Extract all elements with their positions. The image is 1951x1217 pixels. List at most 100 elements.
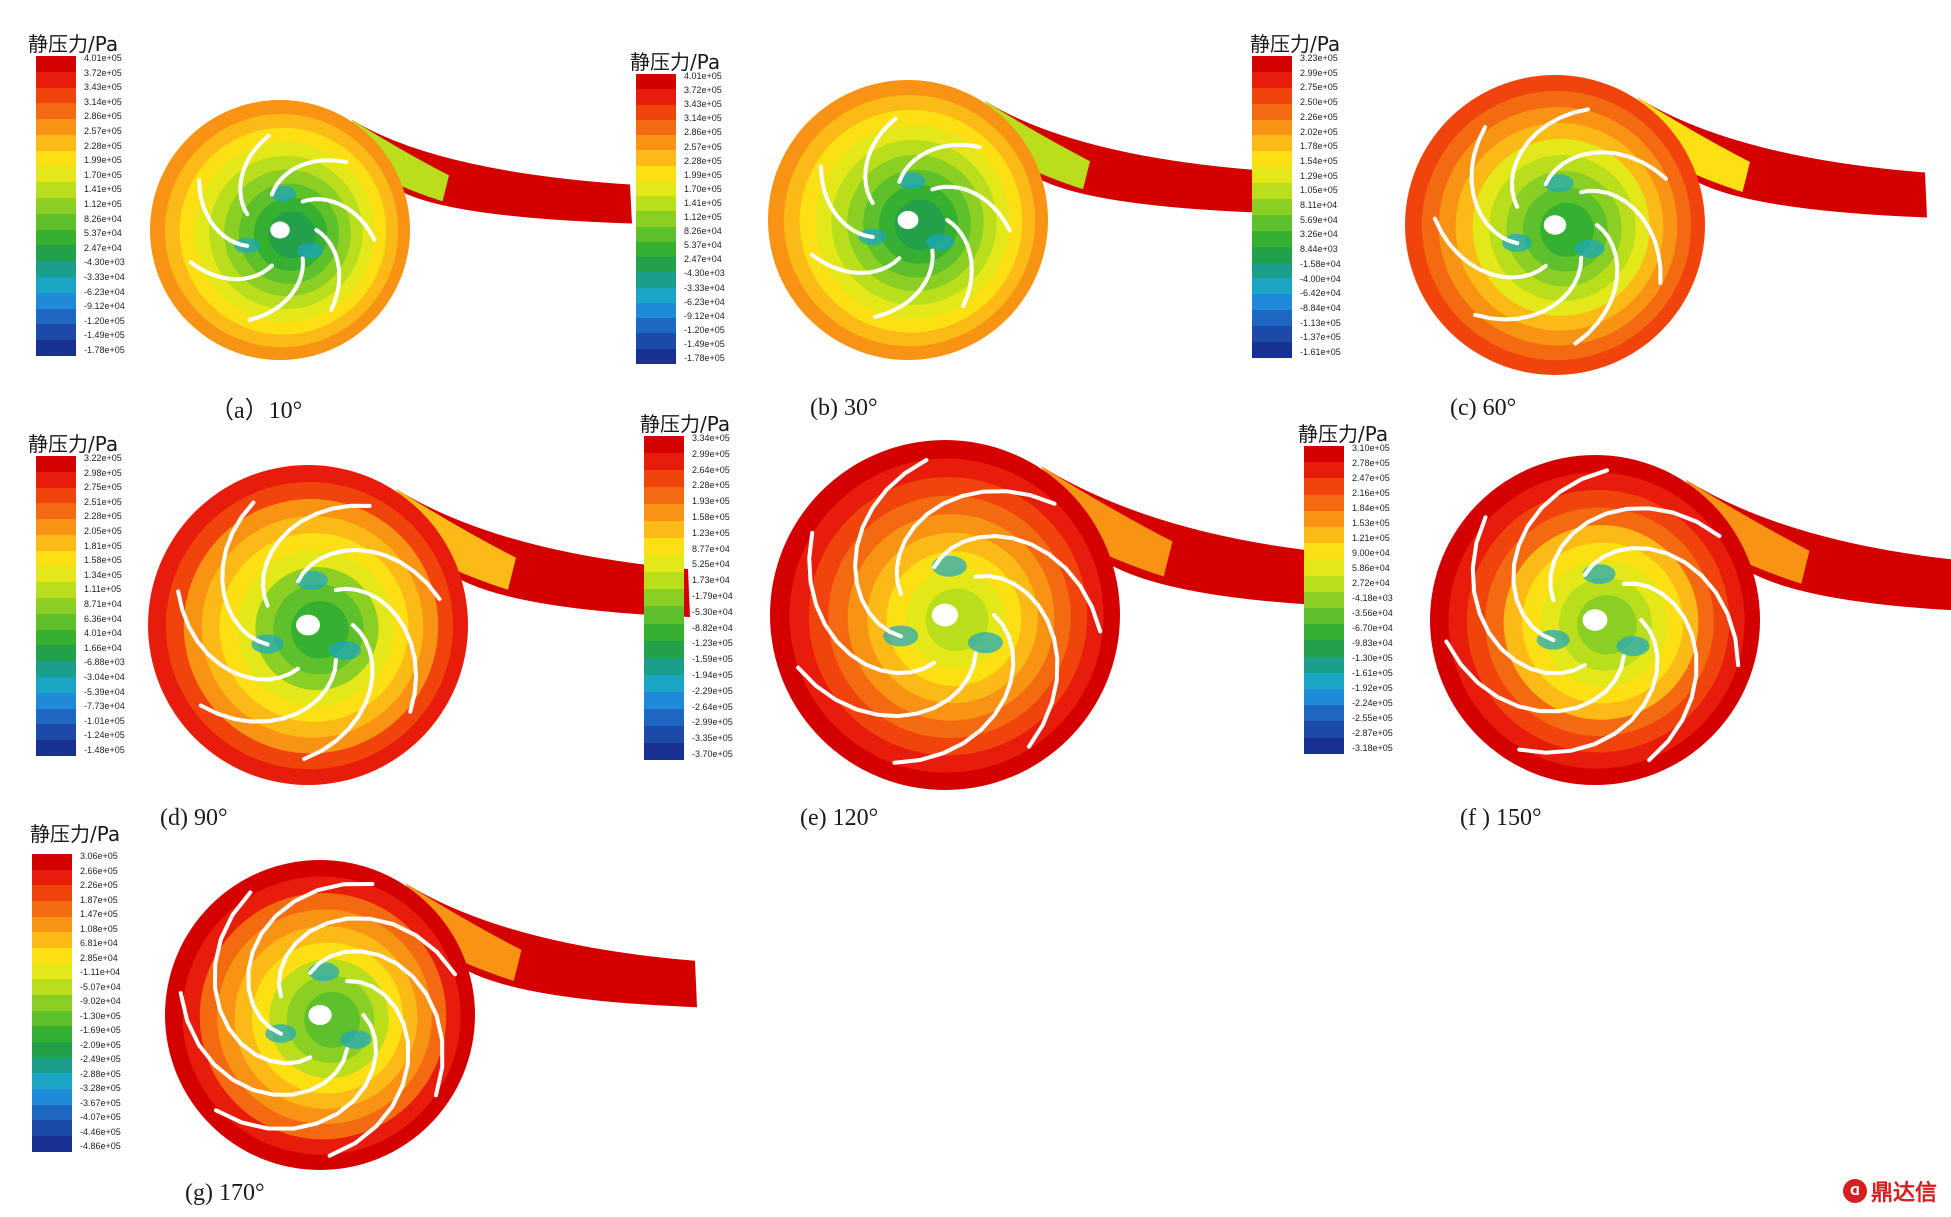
legend-swatch <box>36 629 76 646</box>
impeller-blade <box>853 458 929 639</box>
panel-caption: (e) 120° <box>800 805 879 831</box>
legend-swatch <box>36 456 76 472</box>
low-pressure-zone <box>1616 636 1650 656</box>
legend-swatch <box>36 598 76 614</box>
impeller-blade <box>973 573 1060 749</box>
legend-swatch <box>644 504 684 522</box>
low-pressure-zone <box>1574 239 1605 258</box>
legend-swatch <box>32 1073 72 1090</box>
low-pressure-zone <box>926 233 955 251</box>
impeller-hub <box>931 603 959 627</box>
legend-swatch <box>36 134 76 151</box>
volute-tongue <box>396 489 516 590</box>
volute-tongue <box>1685 479 1810 584</box>
legend-swatch <box>36 487 76 504</box>
legend-value: 2.16e+05 <box>1352 488 1390 498</box>
panel-caption: (f ) 150° <box>1460 805 1542 831</box>
impeller-blade <box>807 530 937 676</box>
low-pressure-zone <box>967 632 1003 654</box>
legend-swatch <box>32 932 72 949</box>
legend-swatch <box>36 292 76 309</box>
legend-swatch <box>36 503 76 520</box>
legend-value: 2.64e+05 <box>692 464 730 475</box>
legend-swatch <box>644 606 684 624</box>
legend-value: 2.28e+05 <box>84 140 122 151</box>
legend-value: 2.86e+05 <box>684 127 722 138</box>
watermark: ᗡ 鼎达信 <box>1842 1175 1937 1207</box>
volute-outlet <box>1637 97 1927 218</box>
legend-swatch <box>1252 278 1292 295</box>
legend-swatch <box>1252 151 1292 168</box>
pressure-contour-field <box>150 100 632 360</box>
legend-swatch <box>644 674 684 692</box>
legend-value: 3.22e+05 <box>84 453 122 463</box>
legend-value: 2.78e+05 <box>1352 458 1390 468</box>
legend-swatch <box>36 471 76 488</box>
legend-value: 1.05e+05 <box>1300 185 1338 196</box>
legend-value: 6.36e+04 <box>84 613 122 624</box>
pressure-contour-field <box>165 860 697 1170</box>
volute-outlet <box>985 101 1270 213</box>
volute-outlet <box>351 119 632 224</box>
legend-swatch <box>32 948 72 964</box>
impeller-blade <box>300 197 377 242</box>
legend-value: -1.49e+05 <box>84 330 125 341</box>
legend-value: 5.69e+04 <box>1300 214 1338 225</box>
legend-value: -2.88e+05 <box>80 1068 121 1079</box>
impeller-hub <box>1543 215 1567 235</box>
legend-swatch <box>36 308 76 325</box>
legend-value: 8.26e+04 <box>84 213 122 224</box>
legend-value: 2.28e+05 <box>684 155 722 166</box>
legend-value: -1.59e+05 <box>692 654 733 665</box>
legend-value: -1.13e+05 <box>1300 317 1341 328</box>
legend-title: 静压力/Pa <box>30 822 121 846</box>
low-pressure-zone <box>1543 174 1574 193</box>
legend-swatch <box>644 453 684 471</box>
legend-value: 1.99e+05 <box>84 155 122 166</box>
impeller-blade <box>1432 216 1548 280</box>
impeller-blade <box>314 228 342 312</box>
watermark-logo-icon: ᗡ <box>1842 1179 1867 1203</box>
legend-value: 4.01e+05 <box>684 71 722 81</box>
legend-swatch <box>36 229 76 246</box>
impeller-blade <box>269 158 349 197</box>
impeller-blade <box>930 184 1012 233</box>
legend-value: -3.33e+04 <box>684 282 725 293</box>
legend-value: 1.81e+05 <box>84 540 122 551</box>
legend-swatch <box>644 487 684 505</box>
impeller-blade <box>1582 546 1741 668</box>
legend-colorbar <box>36 456 76 756</box>
legend-value: -4.86e+05 <box>80 1141 121 1151</box>
legend-value: -2.87e+05 <box>1352 728 1393 738</box>
legend-value: -1.61e+05 <box>1352 668 1393 678</box>
low-pressure-zone <box>328 640 361 660</box>
legend-colorbar <box>36 56 76 356</box>
panel-caption: (b) 30° <box>810 395 878 421</box>
legend-value: -6.23e+04 <box>84 286 125 297</box>
legend-swatch <box>36 276 76 293</box>
legend-value: 2.85e+04 <box>80 952 118 963</box>
legend-value: 3.26e+04 <box>1300 229 1338 240</box>
legend-value: 3.34e+05 <box>692 433 730 443</box>
impeller-blade <box>1469 125 1520 246</box>
legend-value: 2.47e+04 <box>684 254 722 265</box>
legend-value: -1.79e+04 <box>692 591 733 601</box>
legend-value: -8.82e+04 <box>692 622 733 633</box>
legend-swatch <box>1304 640 1344 657</box>
legend-swatch <box>32 1104 72 1121</box>
legend-value: 2.05e+05 <box>84 526 122 536</box>
legend-swatch <box>1304 672 1344 690</box>
legend-value: -4.00e+04 <box>1300 273 1341 284</box>
legend-swatch <box>32 1042 72 1058</box>
panel-caption: (g) 170° <box>185 1180 265 1206</box>
legend-swatch <box>636 226 676 242</box>
legend-value: -3.56e+04 <box>1352 608 1393 618</box>
legend-swatch <box>644 657 684 675</box>
impeller-blade <box>1444 639 1626 714</box>
legend-value: -9.02e+04 <box>80 996 121 1006</box>
legend-value: -3.35e+05 <box>692 733 733 744</box>
impeller-blade <box>220 500 270 647</box>
legend-value: -1.48e+05 <box>84 745 125 755</box>
legend-value: -1.94e+05 <box>692 670 733 680</box>
legend-value: 2.51e+05 <box>84 496 122 507</box>
